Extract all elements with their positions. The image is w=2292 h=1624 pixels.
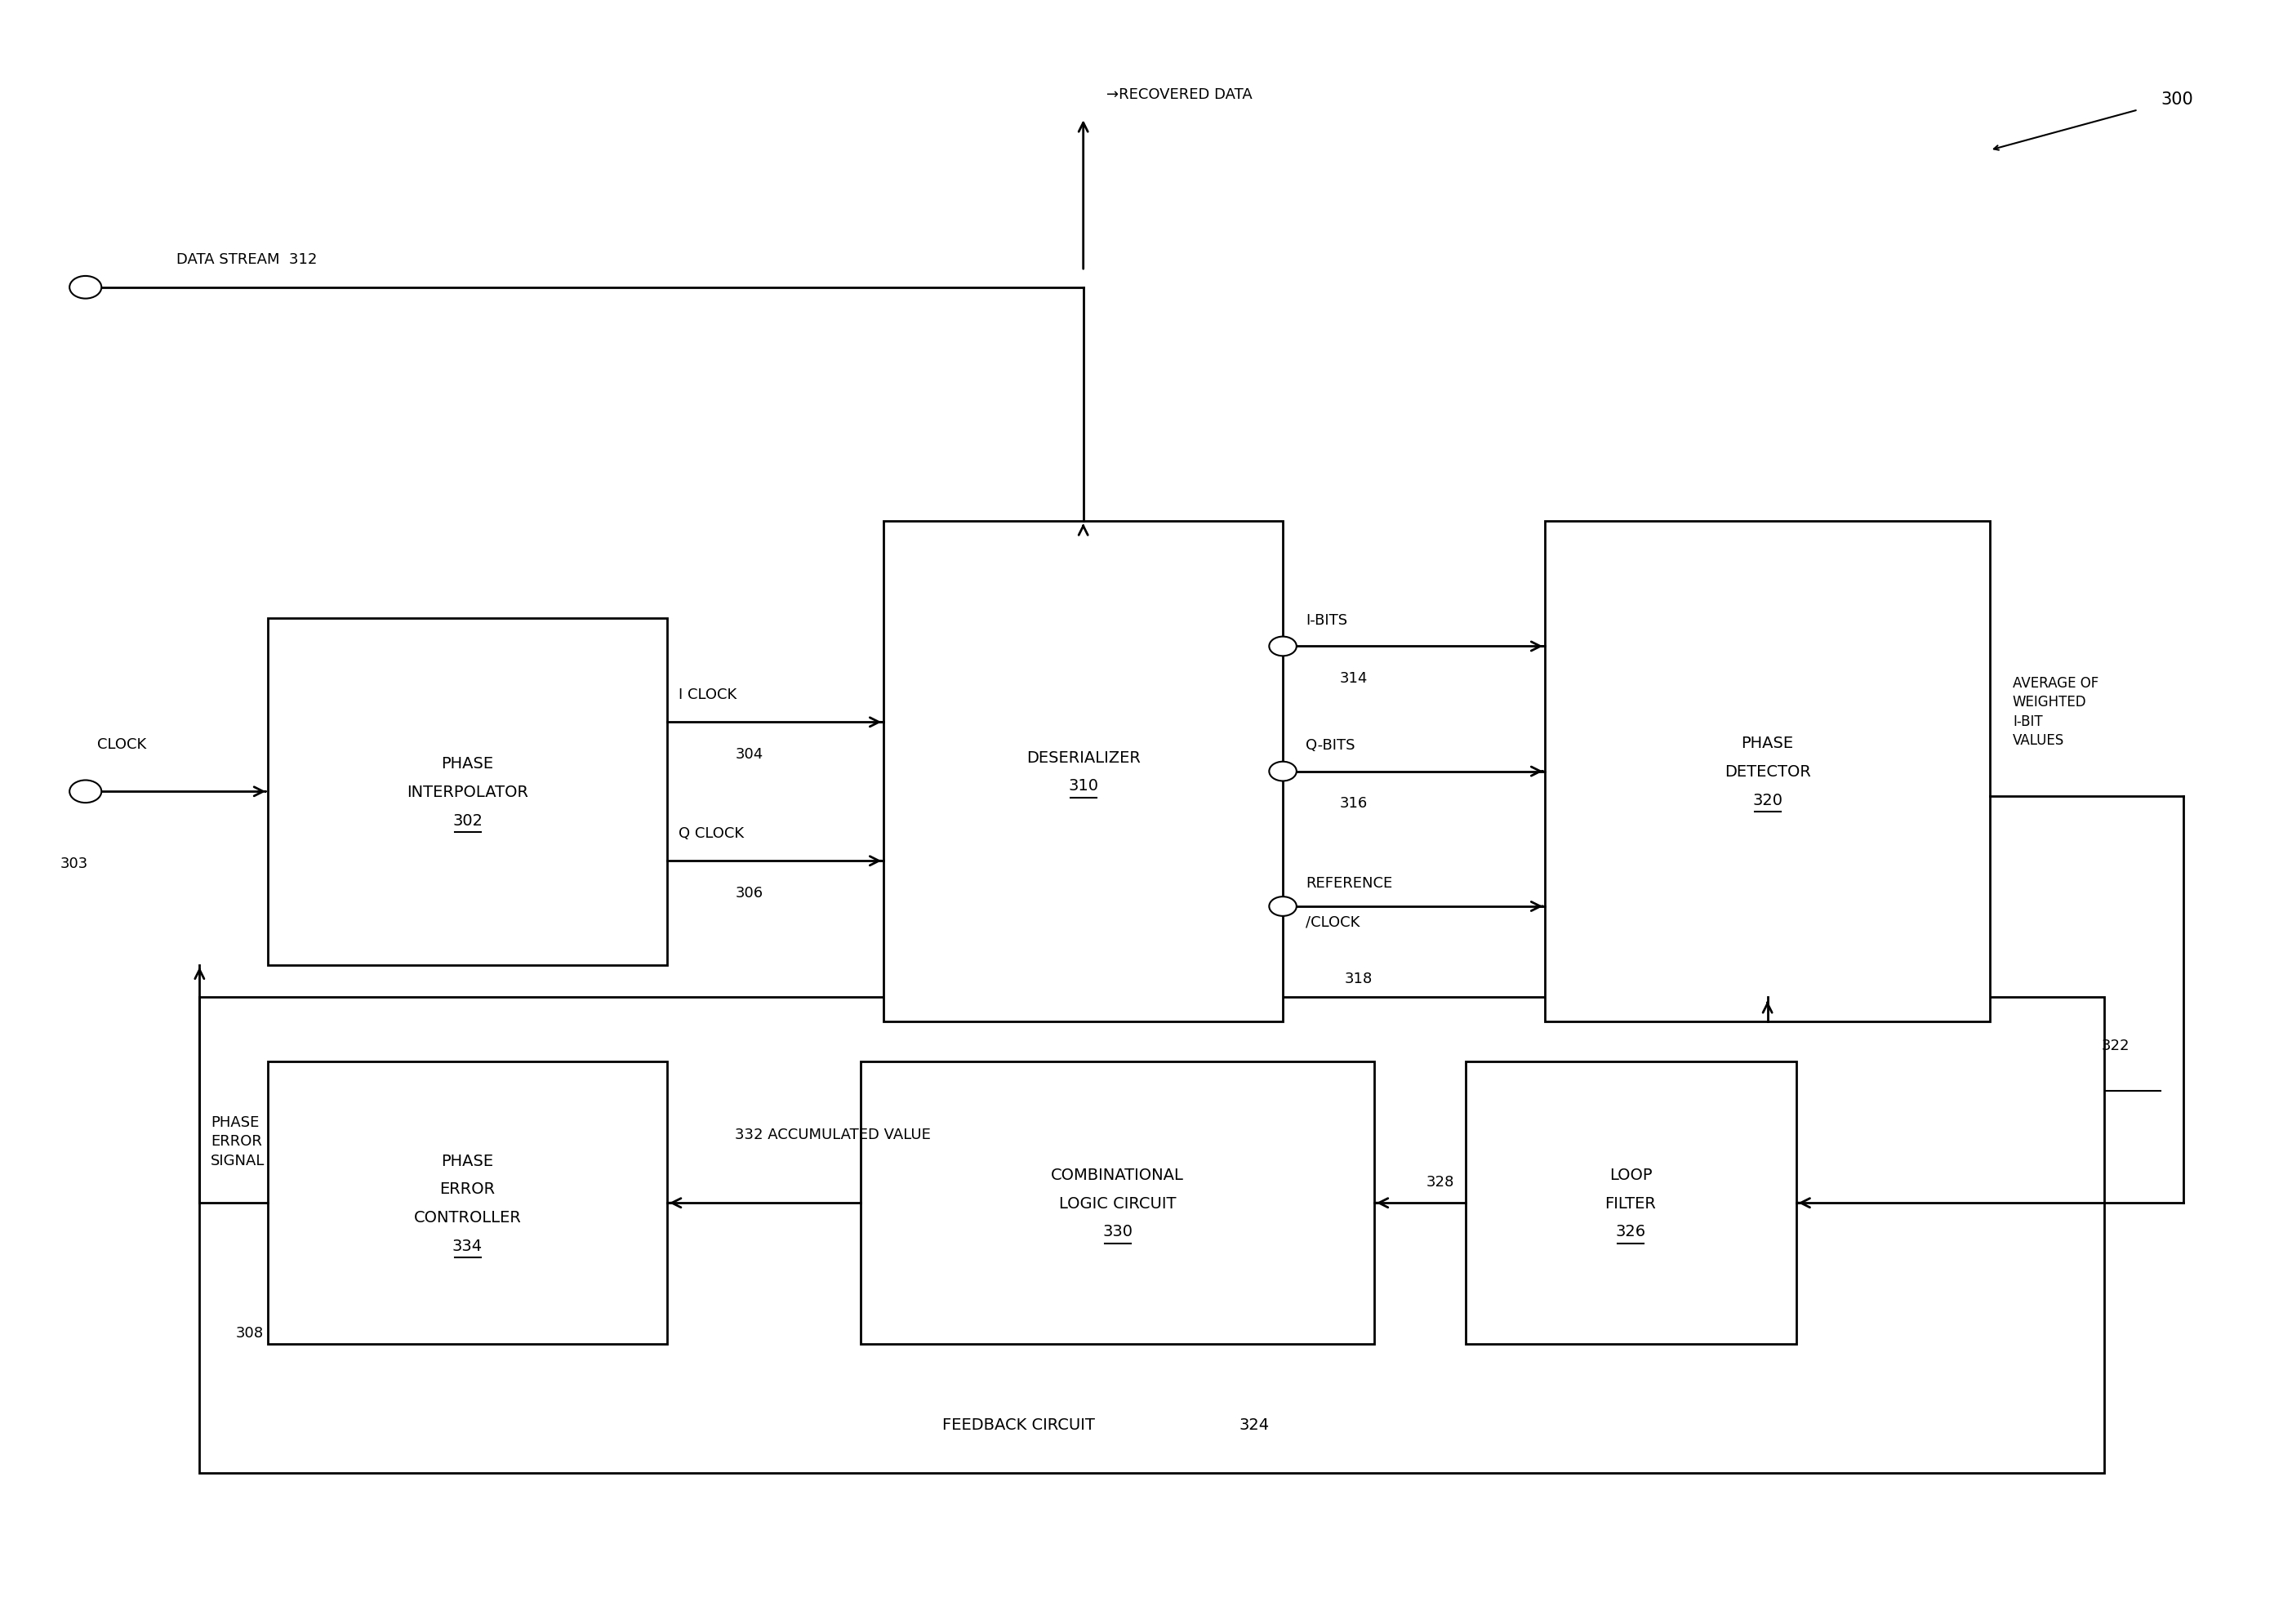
Text: /CLOCK: /CLOCK bbox=[1306, 914, 1359, 929]
Text: PHASE: PHASE bbox=[1742, 736, 1795, 750]
Text: REFERENCE: REFERENCE bbox=[1306, 875, 1394, 890]
Bar bbox=[862, 1062, 1375, 1345]
Circle shape bbox=[1270, 762, 1297, 781]
Bar bbox=[268, 1062, 667, 1345]
Circle shape bbox=[1270, 896, 1297, 916]
Text: 318: 318 bbox=[1345, 971, 1373, 986]
Text: 300: 300 bbox=[2161, 91, 2193, 107]
Text: AVERAGE OF
WEIGHTED
I-BIT
VALUES: AVERAGE OF WEIGHTED I-BIT VALUES bbox=[2012, 676, 2099, 749]
Text: DATA STREAM  312: DATA STREAM 312 bbox=[176, 252, 319, 266]
Circle shape bbox=[69, 276, 101, 299]
Text: 324: 324 bbox=[1240, 1418, 1270, 1432]
Text: 320: 320 bbox=[1753, 793, 1783, 807]
Text: Q CLOCK: Q CLOCK bbox=[678, 825, 745, 840]
Text: 316: 316 bbox=[1341, 796, 1368, 810]
Text: 310: 310 bbox=[1068, 778, 1098, 794]
Text: 302: 302 bbox=[452, 812, 484, 828]
Text: CLOCK: CLOCK bbox=[96, 737, 147, 752]
Text: Q-BITS: Q-BITS bbox=[1306, 737, 1355, 752]
Circle shape bbox=[1270, 637, 1297, 656]
Text: PHASE: PHASE bbox=[442, 755, 493, 771]
Text: 308: 308 bbox=[236, 1325, 264, 1340]
Text: PHASE
ERROR
SIGNAL: PHASE ERROR SIGNAL bbox=[211, 1114, 266, 1168]
Bar bbox=[1545, 521, 1989, 1021]
Text: →RECOVERED DATA: →RECOVERED DATA bbox=[1107, 88, 1251, 102]
Text: INTERPOLATOR: INTERPOLATOR bbox=[406, 784, 529, 799]
Text: LOOP: LOOP bbox=[1609, 1168, 1653, 1182]
Circle shape bbox=[69, 781, 101, 804]
Text: 322: 322 bbox=[2102, 1038, 2129, 1052]
Text: ERROR: ERROR bbox=[440, 1181, 495, 1197]
Text: 328: 328 bbox=[1426, 1174, 1453, 1189]
Text: 314: 314 bbox=[1341, 671, 1368, 685]
Text: COMBINATIONAL: COMBINATIONAL bbox=[1052, 1168, 1185, 1182]
Text: PHASE: PHASE bbox=[442, 1153, 493, 1168]
Text: FILTER: FILTER bbox=[1604, 1195, 1657, 1212]
Bar bbox=[199, 997, 2104, 1473]
Text: DETECTOR: DETECTOR bbox=[1724, 763, 1811, 780]
Text: DESERIALIZER: DESERIALIZER bbox=[1027, 750, 1141, 765]
Text: I CLOCK: I CLOCK bbox=[678, 687, 736, 702]
Text: 303: 303 bbox=[60, 856, 87, 870]
Text: I-BITS: I-BITS bbox=[1306, 612, 1348, 627]
Text: LOGIC CIRCUIT: LOGIC CIRCUIT bbox=[1059, 1195, 1176, 1212]
Text: 304: 304 bbox=[736, 747, 763, 762]
Text: 334: 334 bbox=[452, 1237, 484, 1254]
Text: 332 ACCUMULATED VALUE: 332 ACCUMULATED VALUE bbox=[733, 1127, 931, 1142]
Bar bbox=[1465, 1062, 1797, 1345]
Text: CONTROLLER: CONTROLLER bbox=[413, 1210, 520, 1224]
Bar bbox=[268, 619, 667, 965]
Bar bbox=[885, 521, 1284, 1021]
Text: 330: 330 bbox=[1102, 1223, 1132, 1239]
Text: 326: 326 bbox=[1616, 1223, 1646, 1239]
Text: 306: 306 bbox=[736, 885, 763, 900]
Text: FEEDBACK CIRCUIT: FEEDBACK CIRCUIT bbox=[942, 1418, 1096, 1432]
